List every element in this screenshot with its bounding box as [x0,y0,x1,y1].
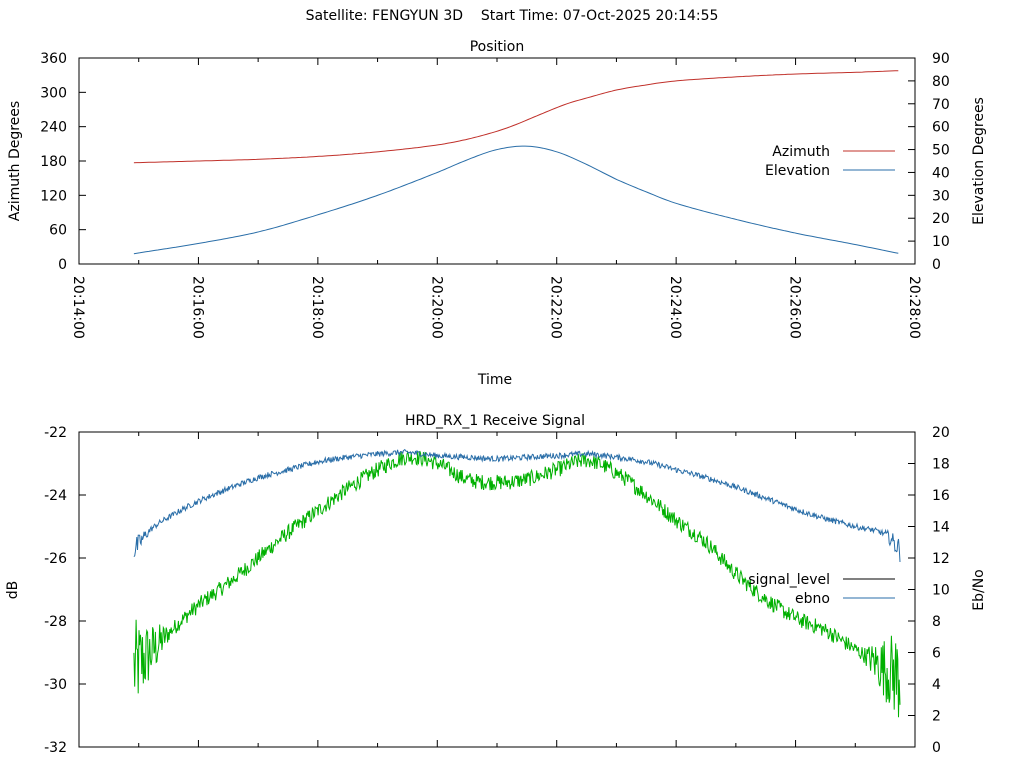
azimuth-axis-label: Azimuth Degrees [7,101,23,221]
pos-xtick-label-7: 20:28:00 [906,276,922,339]
legend-elevation-label: Elevation [765,163,830,179]
sig-y2tick-label-10: 20 [932,425,950,441]
pos-ytick-label-5: 300 [40,85,67,101]
position-chart: Position 0 60 120 180 240 300 360 0 10 20 30 40 50 6… [7,39,987,388]
satellite-label: Satellite: FENGYUN 3D [305,8,464,24]
signal-level-line [133,450,901,718]
db-axis: -32 -30 -28 -26 -24 -22 [44,425,86,756]
legend-azimuth-label: Azimuth [772,144,830,160]
receive-signal-chart: HRD_RX_1 Receive Signal -32-30-28-26-24-… [5,413,987,756]
sig-y2tick-label-2: 4 [932,677,941,693]
sig-y2tick-label-4: 8 [932,614,941,630]
pos-y2tick-label-7: 70 [932,97,950,113]
pos-xtick-label-2: 20:18:00 [309,276,325,339]
pos-xtick-label-4: 20:22:00 [548,276,564,339]
time-axis-label: Time [477,372,512,388]
pos-y2tick-label-1: 10 [932,234,950,250]
pos-ytick-label-4: 240 [40,120,67,136]
legend-signal-level-label: signal_level [748,572,830,588]
elevation-axis-label: Elevation Degrees [971,97,987,225]
sig-ytick-label-0: -32 [44,740,67,756]
sig-y2tick-label-8: 16 [932,488,950,504]
pos-ytick-label-6: 360 [40,51,67,67]
azimuth-axis: 0 60 120 180 240 300 360 [40,51,86,273]
sig-y2tick-label-1: 2 [932,709,941,725]
position-legend: Azimuth Elevation [765,144,895,179]
start-time-label: Start Time: 07-Oct-2025 20:14:55 [480,8,719,24]
sig-y2tick-label-7: 14 [932,520,950,536]
sig-ytick-label-5: -22 [44,425,67,441]
sig-y2tick-label-6: 12 [932,551,950,567]
ebno-axis-label: Eb/No [971,569,987,611]
pos-y2tick-label-0: 0 [932,257,941,273]
pos-ytick-label-2: 120 [40,188,67,204]
sig-y2tick-label-5: 10 [932,583,950,599]
signal-time-axis [78,432,916,747]
pos-y2tick-label-2: 20 [932,211,950,227]
sig-ytick-label-4: -24 [44,488,67,504]
pos-xtick-label-5: 20:24:00 [667,276,683,339]
pos-y2tick-label-3: 30 [932,188,950,204]
signal-series [133,448,901,718]
pos-y2tick-label-5: 50 [932,143,950,159]
sig-ytick-label-1: -30 [44,677,67,693]
pos-y2tick-label-9: 90 [932,51,950,67]
azimuth-line [133,70,899,164]
signal-legend: signal_level ebno [748,572,895,607]
ebno-line [133,448,901,563]
sig-y2tick-label-3: 6 [932,646,941,662]
pos-ytick-label-3: 180 [40,154,67,170]
position-series [133,70,899,255]
sig-ytick-label-3: -26 [44,551,67,567]
sig-y2tick-label-0: 0 [932,740,941,756]
pos-y2tick-label-8: 80 [932,74,950,90]
elevation-line [133,145,899,255]
db-axis-label: dB [5,581,21,600]
signal-chart-title: HRD_RX_1 Receive Signal [405,413,585,429]
sig-ytick-label-2: -28 [44,614,67,630]
pos-ytick-label-1: 60 [49,223,67,239]
pos-y2tick-label-6: 60 [932,120,950,136]
pos-xtick-label-3: 20:20:00 [428,276,444,339]
position-chart-title: Position [470,39,525,55]
pos-y2tick-label-4: 40 [932,165,950,181]
legend-ebno-label: ebno [795,591,830,607]
pos-xtick-label-6: 20:26:00 [787,276,803,339]
chart-header: Satellite: FENGYUN 3D Start Time: 07-Oct… [0,8,1024,24]
pos-xtick-label-1: 20:16:00 [189,276,205,339]
elevation-axis: 0 10 20 30 40 50 60 70 80 90 [908,51,950,273]
pos-ytick-label-0: 0 [58,257,67,273]
ebno-axis: 0 2 4 6 8 10 12 14 16 18 20 [908,425,950,756]
sig-y2tick-label-9: 18 [932,457,950,473]
pos-xtick-label-0: 20:14:00 [70,276,86,339]
time-axis: 20:14:00 20:16:00 20:18:00 20:20:00 20:22:00… [70,58,922,339]
